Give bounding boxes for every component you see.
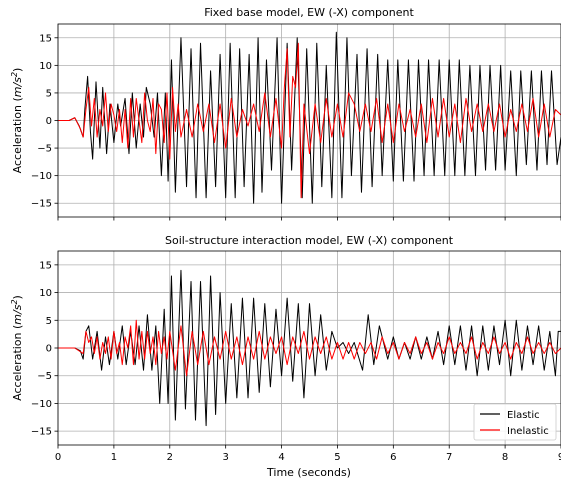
legend-label-inelastic: Inelastic bbox=[507, 426, 549, 437]
y-tick-label: −10 bbox=[31, 171, 52, 182]
x-tick-label: 7 bbox=[446, 452, 452, 463]
x-tick-label: 9 bbox=[558, 452, 561, 463]
y-tick-label: 5 bbox=[46, 316, 52, 327]
series-line-inelastic bbox=[58, 319, 561, 377]
legend-label-elastic: Elastic bbox=[507, 410, 540, 421]
ticks: −15 −10 −5 0 5 10 15 bbox=[31, 33, 561, 221]
y-tick-label: −10 bbox=[31, 399, 52, 410]
panel-title: Fixed base model, EW (-X) component bbox=[204, 6, 414, 19]
y-tick-label: −5 bbox=[37, 144, 52, 155]
y-tick-label: 15 bbox=[39, 260, 52, 271]
series-line-elastic bbox=[58, 269, 561, 427]
x-tick-label: 8 bbox=[502, 452, 508, 463]
y-tick-label: −15 bbox=[31, 199, 52, 210]
ticks: 0 1 2 3 4 5 6 7 8 9 −15 −10 −5 0 5 10 15 bbox=[31, 260, 561, 463]
y-tick-label: 5 bbox=[46, 88, 52, 99]
legend-box bbox=[473, 403, 557, 441]
x-tick-label: 0 bbox=[55, 452, 61, 463]
series-group bbox=[58, 31, 561, 204]
y-tick-label: 0 bbox=[46, 116, 52, 127]
x-tick-label: 4 bbox=[278, 452, 284, 463]
y-tick-label: 0 bbox=[46, 344, 52, 355]
x-axis-label: Time (seconds) bbox=[266, 466, 351, 479]
x-tick-label: 2 bbox=[167, 452, 173, 463]
x-tick-label: 1 bbox=[111, 452, 117, 463]
y-tick-label: 10 bbox=[39, 61, 52, 72]
y-axis-label: Acceleration (m/s2) bbox=[10, 295, 24, 401]
series-group bbox=[58, 269, 561, 427]
y-tick-label: −15 bbox=[31, 427, 52, 438]
panel-soil-structure: Soil-structure interaction model, EW (-X… bbox=[10, 234, 561, 479]
series-line-elastic bbox=[58, 31, 561, 204]
y-tick-label: 15 bbox=[39, 33, 52, 44]
y-tick-label: 10 bbox=[39, 288, 52, 299]
y-tick-label: −5 bbox=[37, 371, 52, 382]
x-tick-label: 5 bbox=[334, 452, 340, 463]
x-tick-label: 6 bbox=[390, 452, 396, 463]
panel-title: Soil-structure interaction model, EW (-X… bbox=[165, 234, 454, 247]
panel-fixed-base: Fixed base model, EW (-X) component −15−… bbox=[10, 6, 561, 221]
y-axis-label: Acceleration (m/s2) bbox=[10, 68, 24, 174]
x-tick-label: 3 bbox=[222, 452, 228, 463]
legend: Elastic Inelastic bbox=[473, 403, 557, 441]
series-line-inelastic bbox=[58, 42, 561, 199]
